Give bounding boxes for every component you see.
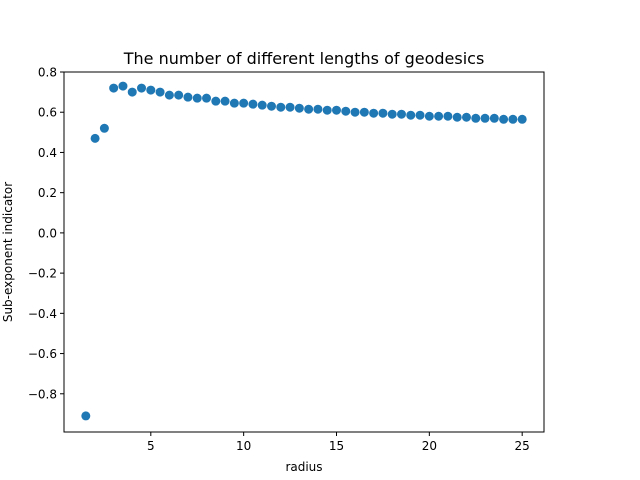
data-point: [424, 111, 434, 121]
data-point: [350, 107, 360, 117]
data-point: [517, 114, 527, 124]
y-tick-label: 0.2: [38, 186, 57, 200]
data-point: [294, 103, 304, 113]
plot-frame: [63, 71, 545, 433]
data-point: [137, 83, 147, 93]
data-point: [229, 98, 239, 108]
x-tick-label: 10: [236, 439, 251, 453]
y-tick-label: −0.2: [28, 267, 57, 281]
data-point: [155, 87, 165, 97]
y-tick-label: 0.6: [38, 106, 57, 120]
data-point: [387, 109, 397, 119]
y-tick-label: −0.6: [28, 347, 57, 361]
data-point: [248, 99, 258, 109]
data-point: [174, 90, 184, 100]
data-point: [220, 96, 230, 106]
x-tick-label: 5: [147, 439, 155, 453]
data-point: [211, 96, 221, 106]
x-tick-label: 20: [422, 439, 437, 453]
data-point: [118, 81, 128, 91]
data-point: [322, 105, 332, 115]
data-point: [276, 102, 286, 112]
data-point: [313, 104, 323, 114]
y-tick-label: 0.8: [38, 66, 57, 80]
data-point: [434, 111, 444, 121]
y-tick-label: −0.4: [28, 307, 57, 321]
data-point: [499, 114, 509, 124]
data-point: [192, 93, 202, 103]
data-point: [285, 102, 295, 112]
data-point: [508, 114, 518, 124]
data-point: [99, 123, 109, 133]
data-point: [378, 108, 388, 118]
data-point: [489, 113, 499, 123]
x-axis-label: radius: [285, 460, 322, 474]
data-point: [146, 85, 156, 95]
data-point: [109, 83, 119, 93]
x-tick-label: 25: [515, 439, 530, 453]
data-point: [267, 101, 276, 111]
data-point: [359, 107, 369, 117]
y-tick-label: 0.0: [38, 226, 57, 240]
data-point: [369, 108, 379, 118]
data-point: [183, 92, 193, 102]
data-point: [202, 93, 212, 103]
data-point: [415, 110, 425, 120]
data-point: [164, 90, 174, 100]
data-point: [443, 111, 453, 121]
data-point: [127, 87, 137, 97]
data-point: [471, 113, 481, 123]
x-tick-label: 15: [329, 439, 344, 453]
y-tick-label: −0.8: [28, 387, 57, 401]
data-point: [257, 100, 267, 110]
chart-title: The number of different lengths of geode…: [123, 49, 485, 68]
y-axis-ticks: −0.8 −0.6 −0.4 −0.2 0.0 0.2 0.4 0.6 0.8: [28, 66, 64, 401]
data-point: [406, 110, 416, 120]
y-axis-label: Sub-exponent indicator: [1, 182, 15, 322]
x-axis-ticks: 5 10 15 20 25: [147, 432, 530, 453]
data-point: [461, 112, 471, 122]
data-point: [341, 106, 351, 116]
data-points: [81, 81, 527, 421]
data-point: [90, 133, 100, 143]
y-tick-label: 0.4: [38, 146, 57, 160]
data-point: [332, 105, 341, 115]
data-point: [239, 98, 249, 108]
data-point: [304, 104, 314, 114]
data-point: [81, 411, 91, 421]
data-point: [396, 109, 406, 119]
data-point: [452, 112, 462, 122]
data-point: [480, 113, 490, 123]
